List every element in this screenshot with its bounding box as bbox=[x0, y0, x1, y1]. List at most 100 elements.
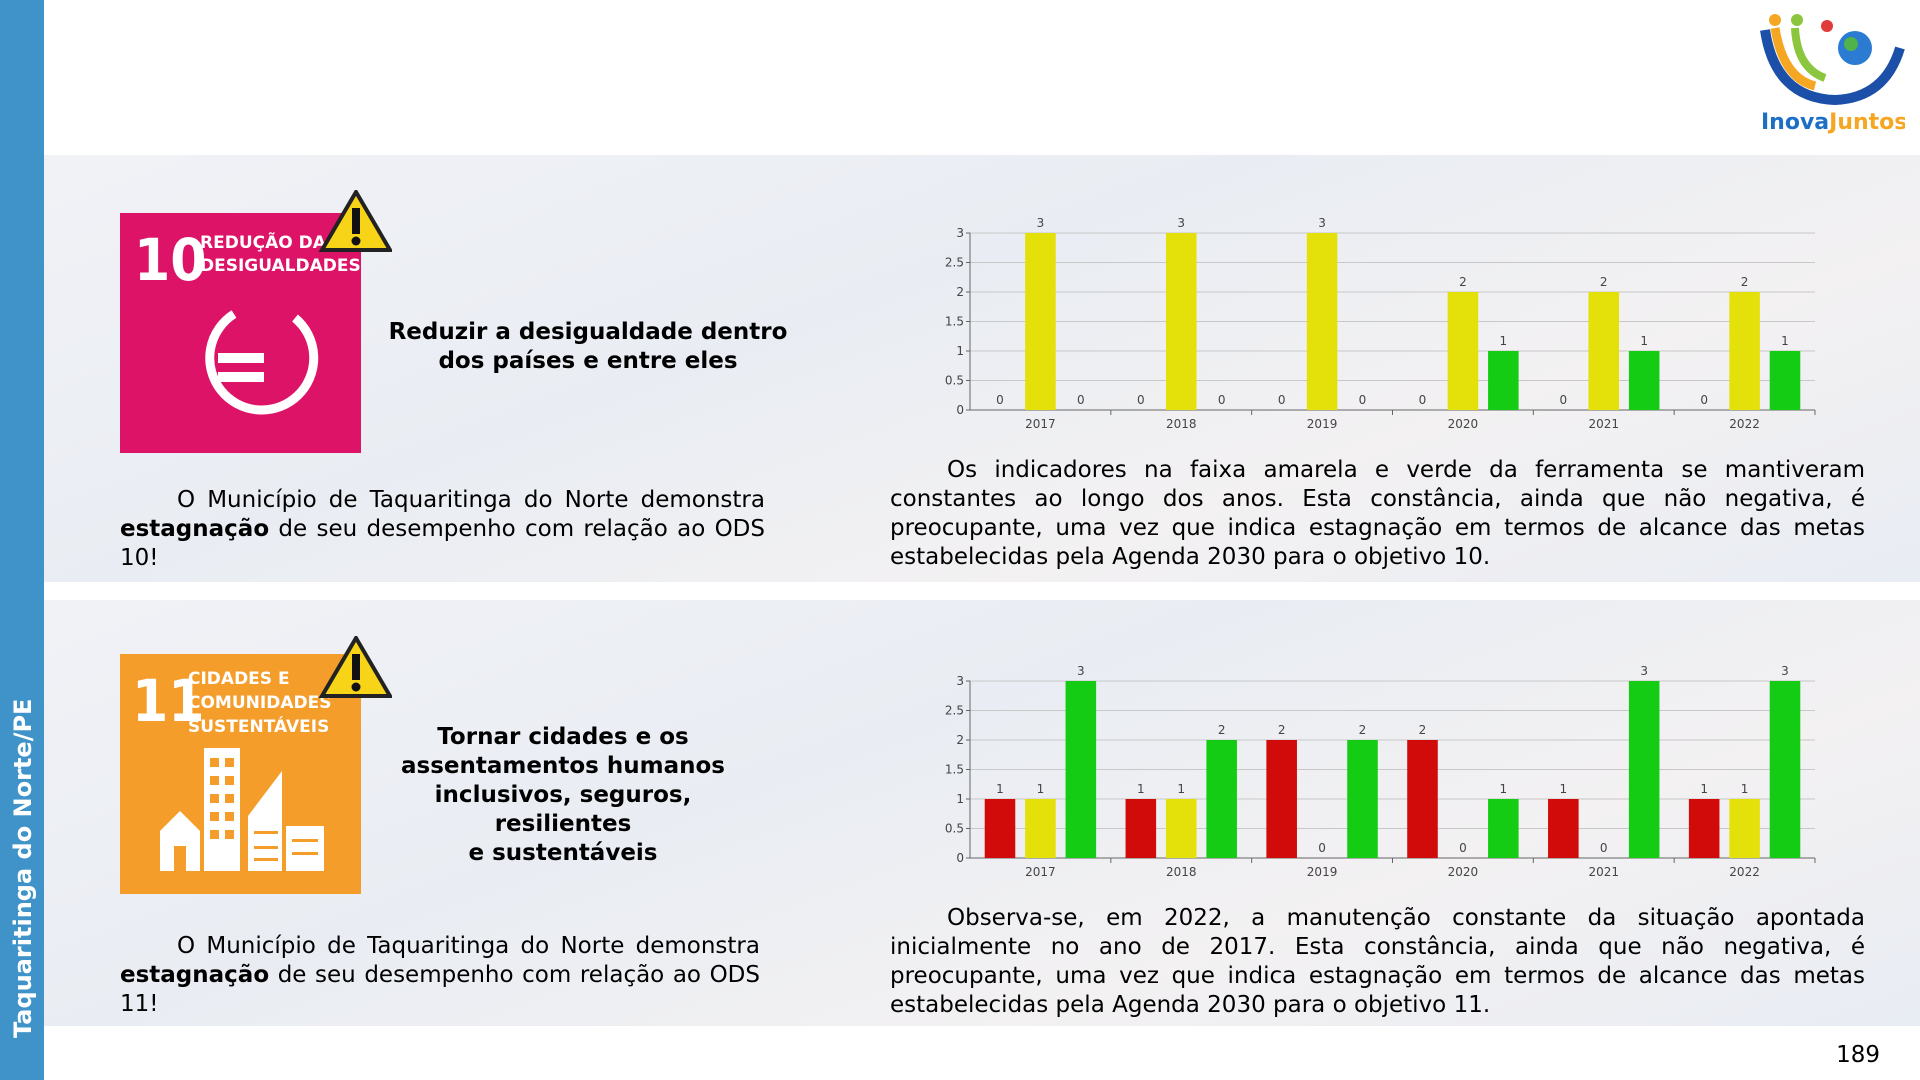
icon-number: 11 bbox=[132, 667, 205, 735]
heading-line: dos países e entre eles bbox=[438, 348, 738, 374]
icon-ring bbox=[205, 310, 319, 415]
x-tick-label: 2022 bbox=[1729, 417, 1760, 431]
data-label: 1 bbox=[1037, 782, 1045, 796]
city-windows bbox=[174, 758, 318, 871]
bar bbox=[1206, 740, 1237, 858]
y-tick-label: 2.5 bbox=[945, 704, 964, 718]
data-label: 0 bbox=[1700, 393, 1708, 407]
bar bbox=[1628, 351, 1660, 410]
bar bbox=[984, 799, 1016, 858]
x-tick-label: 2017 bbox=[1025, 417, 1056, 431]
text: de seu desempenho com relação ao ODS 11! bbox=[120, 962, 760, 1017]
sidebar: Taquaritinga do Norte/PE bbox=[0, 0, 44, 1080]
x-tick-label: 2018 bbox=[1166, 417, 1197, 431]
data-label: 1 bbox=[1741, 782, 1749, 796]
x-tick-label: 2021 bbox=[1588, 865, 1619, 879]
bar bbox=[1688, 799, 1720, 858]
data-label: 3 bbox=[1640, 664, 1648, 678]
analysis-paragraph: Observa-se, em 2022, a manutenção consta… bbox=[890, 905, 1865, 1018]
bar-chart: 00.511.522.53201703020180302019030202002… bbox=[945, 216, 1816, 431]
y-tick-label: 1.5 bbox=[945, 315, 964, 329]
data-label: 2 bbox=[1278, 723, 1286, 737]
icon-title: CIDADES E bbox=[188, 669, 290, 689]
bar bbox=[1628, 681, 1660, 858]
section-heading: Reduzir a desigualdade dentro dos países… bbox=[388, 318, 788, 376]
data-label: 1 bbox=[1560, 782, 1568, 796]
icon-bar bbox=[218, 372, 264, 382]
logo-text: InovaJuntos bbox=[1761, 110, 1905, 135]
bar bbox=[1165, 233, 1197, 410]
bar bbox=[1729, 799, 1760, 858]
logo-dot bbox=[1769, 14, 1781, 26]
logo-globe bbox=[1844, 37, 1858, 51]
bar bbox=[1125, 799, 1157, 858]
sdg-icon: 11 CIDADES E COMUNIDADES SUSTENTÁVEIS bbox=[120, 636, 392, 894]
x-tick-label: 2022 bbox=[1729, 865, 1760, 879]
data-label: 3 bbox=[1077, 664, 1085, 678]
bar bbox=[1306, 233, 1338, 410]
data-label: 1 bbox=[1781, 334, 1789, 348]
section-heading: Tornar cidades e os assentamentos humano… bbox=[363, 723, 763, 868]
logo-dot bbox=[1791, 14, 1803, 26]
section-paragraph: O Município de Taquaritinga do Norte dem… bbox=[120, 486, 765, 573]
x-tick-label: 2019 bbox=[1307, 865, 1338, 879]
sidebar-text: Taquaritinga do Norte/PE bbox=[9, 698, 37, 1038]
data-label: 1 bbox=[1500, 334, 1508, 348]
icon-title: SUSTENTÁVEIS bbox=[188, 715, 329, 737]
warning-mark bbox=[351, 682, 361, 692]
y-tick-label: 0 bbox=[956, 851, 964, 865]
data-label: 0 bbox=[1459, 841, 1467, 855]
data-label: 0 bbox=[1137, 393, 1145, 407]
bar bbox=[1769, 681, 1801, 858]
heading-line: assentamentos humanos bbox=[401, 753, 725, 779]
data-label: 1 bbox=[996, 782, 1004, 796]
y-tick-label: 1 bbox=[956, 792, 964, 806]
data-label: 2 bbox=[1459, 275, 1467, 289]
x-tick-label: 2018 bbox=[1166, 865, 1197, 879]
data-label: 2 bbox=[1218, 723, 1226, 737]
section-paragraph: O Município de Taquaritinga do Norte dem… bbox=[120, 932, 760, 1019]
sdg-icon: 10 REDUÇÃO DAS DESIGUALDADES bbox=[120, 190, 392, 453]
icon-title: COMUNIDADES bbox=[188, 693, 331, 713]
bar bbox=[1025, 233, 1056, 410]
data-label: 0 bbox=[1419, 393, 1427, 407]
bar bbox=[1769, 351, 1801, 410]
y-tick-label: 2 bbox=[956, 285, 964, 299]
data-label: 1 bbox=[1177, 782, 1185, 796]
bar bbox=[1729, 292, 1760, 410]
text: O Município de Taquaritinga do Norte dem… bbox=[177, 487, 765, 513]
bold-text: estagnação bbox=[120, 516, 270, 542]
bar bbox=[1025, 799, 1056, 858]
bar bbox=[1588, 292, 1620, 410]
text: de seu desempenho com relação ao ODS 10! bbox=[120, 516, 765, 571]
data-label: 0 bbox=[1600, 841, 1608, 855]
data-label: 0 bbox=[1560, 393, 1568, 407]
y-tick-label: 1 bbox=[956, 344, 964, 358]
x-tick-label: 2020 bbox=[1448, 417, 1479, 431]
bar bbox=[1065, 681, 1097, 858]
bar bbox=[1548, 799, 1579, 858]
icon-bar bbox=[218, 353, 264, 363]
data-label: 0 bbox=[1318, 841, 1326, 855]
heading-line: Reduzir a desigualdade dentro bbox=[388, 319, 788, 345]
data-label: 3 bbox=[1177, 216, 1185, 230]
x-tick-label: 2021 bbox=[1588, 417, 1619, 431]
bar bbox=[1488, 799, 1519, 858]
logo-arc bbox=[1760, 29, 1905, 106]
data-label: 0 bbox=[1278, 393, 1286, 407]
x-tick-label: 2020 bbox=[1448, 865, 1479, 879]
data-label: 1 bbox=[1500, 782, 1508, 796]
heading-line: Tornar cidades e os bbox=[437, 724, 689, 750]
x-tick-label: 2017 bbox=[1025, 865, 1056, 879]
data-label: 3 bbox=[1781, 664, 1789, 678]
y-tick-label: 0 bbox=[956, 403, 964, 417]
data-label: 3 bbox=[1318, 216, 1326, 230]
y-tick-label: 1.5 bbox=[945, 763, 964, 777]
heading-line: e sustentáveis bbox=[468, 840, 658, 866]
y-tick-label: 2.5 bbox=[945, 256, 964, 270]
logo-word: Inova bbox=[1761, 110, 1829, 135]
y-tick-label: 2 bbox=[956, 733, 964, 747]
heading-line: inclusivos, seguros, resilientes bbox=[434, 782, 692, 837]
